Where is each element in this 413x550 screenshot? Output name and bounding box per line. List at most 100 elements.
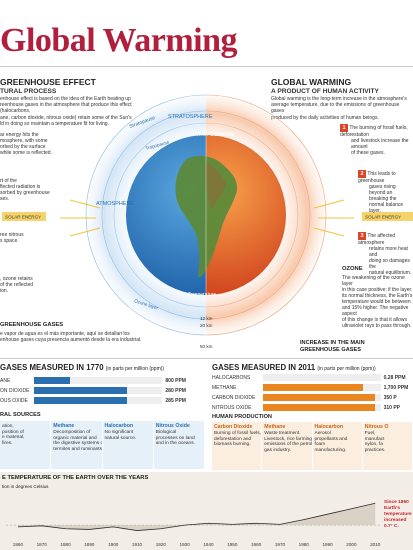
- source-text: gas industry.: [264, 447, 292, 453]
- source-text: biomass burning.: [214, 442, 251, 448]
- gas-bar-fill: [262, 404, 375, 411]
- gas-bar-track: [262, 374, 381, 381]
- source-text: Livestock, rice farming and: [264, 436, 312, 442]
- gas-bar-track: [262, 384, 381, 391]
- gas-bar-track: [33, 397, 163, 404]
- gas-bar-fill: [33, 377, 71, 384]
- gas-bar-track: [33, 387, 163, 394]
- source-text: e material,: [2, 435, 25, 441]
- gases-1770-bars: ANE 800 PPM ON DIOXIDE 280 PPM OUS OXIDE 285 …: [0, 376, 205, 406]
- right-note-3: 3 The affected atmosphere retains more h…: [358, 232, 412, 276]
- gas-bar-value: 350 P: [383, 394, 397, 401]
- right-intro: Global warming is the long-term increase…: [271, 96, 407, 121]
- gas-bar-label: ANE: [0, 377, 11, 384]
- temperature-area: [17, 503, 376, 531]
- gas-bar-track: [262, 404, 381, 411]
- source-text: Waste treatment.: [264, 431, 301, 436]
- gas-bar-label: METHANE: [212, 384, 237, 391]
- source-title: Methane: [264, 424, 286, 430]
- x-tick-label: 1940: [203, 542, 214, 547]
- gas-bar-label: NITROUS OXIDE: [212, 404, 252, 411]
- gas-bar-row: ANE 800 PPM: [0, 376, 205, 385]
- x-tick-label: 1950: [227, 542, 238, 547]
- source-text: practices.: [364, 447, 386, 453]
- source-text: manufact: [364, 436, 385, 442]
- source-text: Aerosol: [314, 431, 331, 436]
- temperature-chart: 1860 1870 1880 1890 1900 1910 1920 1930 1940 1950…: [6, 502, 381, 547]
- km50-label: 50 km: [200, 344, 213, 349]
- source-text: organic material and: [53, 435, 97, 441]
- gas-bar-value: 800 PPM: [165, 377, 186, 384]
- left-note-4: , ozone retains of the reflected ion.: [0, 276, 34, 294]
- km12-label: 12 km: [200, 316, 213, 321]
- source-title: Methane: [53, 423, 75, 429]
- x-tick-label: 1960: [251, 542, 262, 547]
- x-tick-label: 2000: [346, 542, 357, 547]
- title-divider: [0, 66, 413, 67]
- source-text: termites and ruminants.: [53, 446, 103, 452]
- source-title: Halocarbon: [314, 424, 344, 430]
- source-text: propellants and: [314, 436, 348, 442]
- temperature-chart-unit: tion in degrees Celsius: [2, 484, 49, 489]
- section-divider: [0, 358, 413, 359]
- left-note-3: ree nitrous s space.: [0, 232, 24, 244]
- natural-sources: ation, position of e material, fires. Methan…: [0, 421, 205, 469]
- troposphere-label: TROPOSPHERE: [196, 132, 235, 138]
- gas-bar-label: CARBON DIOXIDE: [212, 394, 256, 401]
- left-note-1: ar energy hits the mosphere, with some orb…: [0, 132, 52, 156]
- source-text: fires.: [2, 440, 13, 446]
- step-3-badge: 3: [358, 232, 366, 240]
- gas-bar-fill: [262, 384, 363, 391]
- greenhouse-gases-text: e vapor de agua es el más importante, aq…: [0, 331, 142, 343]
- source-column: Halocarbon No significant natural source.: [102, 421, 154, 469]
- source-text: Decomposition of: [53, 430, 91, 435]
- source-text: position of: [2, 429, 24, 435]
- greenhouse-gases-label: GREENHOUSE GASES: [0, 322, 64, 328]
- human-sources: Carbon Dioxide Burning of fossil fuels, de…: [212, 422, 413, 470]
- x-tick-label: 1910: [132, 542, 143, 547]
- human-production-label: HUMAN PRODUCTION: [212, 414, 272, 420]
- source-text: manufacturing.: [314, 447, 347, 453]
- solar-energy-left: SOLAR ENERGY: [5, 215, 41, 220]
- stratosphere-label: STRATOSPHERE: [168, 114, 213, 120]
- gas-bar-row: ON DIOXIDE 280 PPM: [0, 386, 205, 395]
- x-tick-label: 1890: [84, 542, 95, 547]
- source-text: Fuel,: [364, 431, 376, 436]
- x-tick-label: 1970: [275, 542, 286, 547]
- source-title: Nitrous Oxide: [155, 423, 190, 429]
- source-column: Halocarbon Aerosol propellants and foam manu…: [312, 422, 363, 470]
- x-tick-label: 1980: [299, 542, 310, 547]
- source-column: Nitrous O Fuel, manufact nylon, fa practices…: [362, 422, 413, 470]
- left-intro: enhouse effect is based on the idea of t…: [0, 96, 132, 127]
- ozone-label: OZONE: [342, 266, 363, 272]
- source-text: No significant: [104, 430, 134, 435]
- gas-bar-row: OUS OXIDE 285 PPM: [0, 396, 205, 405]
- source-column: Carbon Dioxide Burning of fossil fuels, de…: [212, 422, 263, 470]
- source-text: ation,: [2, 424, 14, 429]
- temperature-line: [17, 502, 376, 531]
- gas-bar-value: 1,700 PPM: [383, 384, 409, 391]
- gas-bar-value: 280 PPM: [165, 387, 186, 394]
- left-note-2: rt of the flected radiation is sorbed by g…: [0, 178, 50, 202]
- right-heading: GLOBAL WARMING: [271, 77, 352, 87]
- temperature-label: Temperature: [188, 292, 216, 298]
- gas-bar-value: 285 PPM: [165, 397, 186, 404]
- source-column: Methane Decomposition of organic material …: [51, 421, 103, 469]
- source-text: nylon, fa: [364, 442, 383, 448]
- increase-label: INCREASE IN THE MAIN GREENHOUSE GASES: [300, 340, 365, 353]
- source-title: Halocarbon: [104, 423, 134, 429]
- atmosphere-label: ATMOSPHERE: [96, 201, 134, 207]
- gas-bar-fill: [262, 394, 375, 401]
- gases-1770-heading: GASES MEASURED IN 1770 (in parts per mil…: [0, 363, 165, 372]
- x-tick-label: 1990: [322, 542, 333, 547]
- x-tick-label: 1870: [37, 542, 48, 547]
- x-tick-label: 1930: [180, 542, 191, 547]
- globe-illustration: Stratopause STRATOSPHERE Tropopause TROP…: [2, 94, 413, 349]
- ozone-text: The weakening of the ozone layer in this …: [342, 275, 413, 329]
- source-title: Carbon Dioxide: [214, 424, 253, 430]
- source-column: ation, position of e material, fires.: [0, 421, 52, 469]
- step-1-badge: 1: [340, 124, 348, 132]
- source-text: and in the oceans.: [155, 441, 195, 447]
- natural-sources-label: RAL SOURCES: [0, 412, 41, 418]
- source-text: deforestation and: [214, 436, 252, 442]
